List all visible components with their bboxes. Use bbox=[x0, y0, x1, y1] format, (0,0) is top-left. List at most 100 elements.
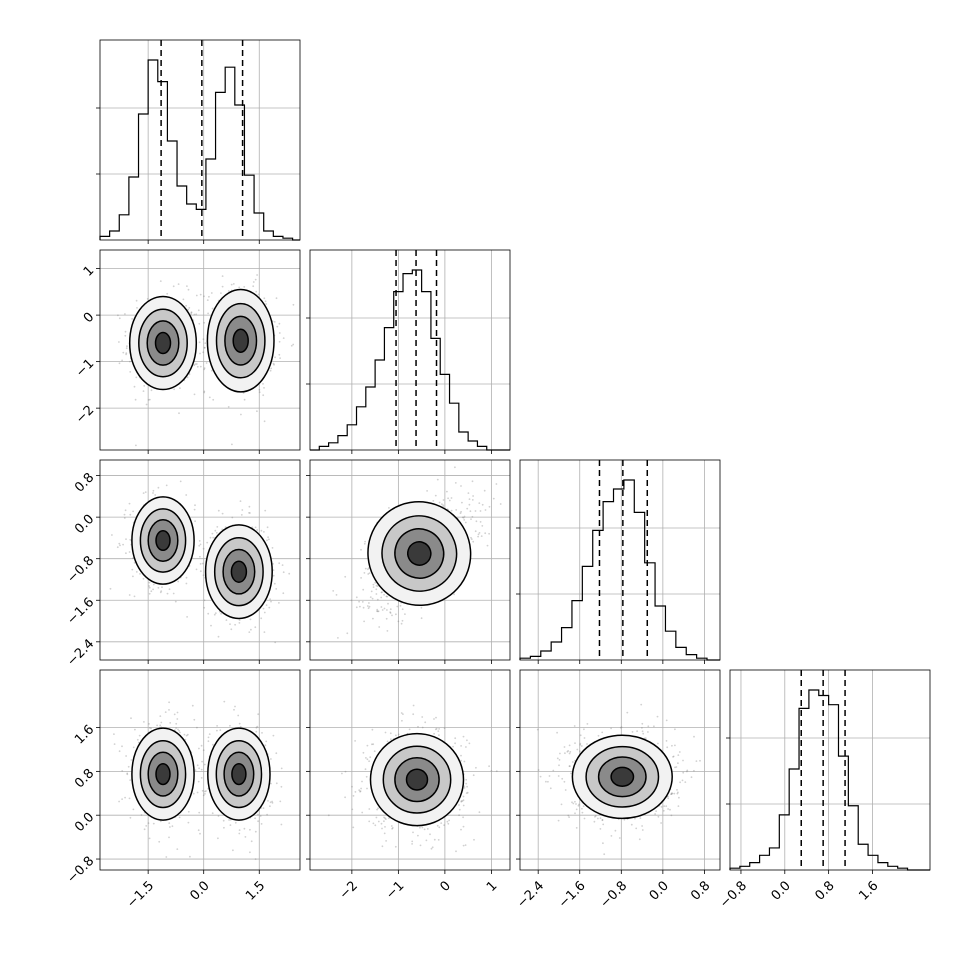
scatter-point bbox=[208, 295, 210, 298]
scatter-point bbox=[486, 544, 489, 547]
scatter-point bbox=[187, 288, 190, 291]
scatter-point bbox=[269, 598, 271, 600]
scatter-point bbox=[203, 599, 206, 602]
scatter-point bbox=[197, 309, 200, 312]
scatter-point bbox=[599, 828, 602, 830]
scatter-point bbox=[464, 521, 467, 524]
contour-line bbox=[230, 560, 248, 583]
scatter-point bbox=[460, 485, 462, 487]
scatter-point bbox=[125, 538, 127, 540]
scatter-point bbox=[383, 607, 386, 610]
scatter-point bbox=[539, 775, 542, 778]
histogram-panel-0 bbox=[96, 39, 301, 241]
scatter-point bbox=[248, 505, 251, 508]
scatter-point bbox=[273, 582, 276, 585]
contour-line bbox=[232, 328, 249, 353]
scatter-point bbox=[450, 509, 453, 512]
scatter-point bbox=[244, 836, 247, 838]
scatter-point bbox=[148, 592, 151, 595]
scatter-point bbox=[129, 513, 132, 516]
scatter-point bbox=[256, 529, 259, 531]
scatter-point bbox=[495, 483, 498, 485]
scatter-point bbox=[466, 739, 468, 742]
scatter-point bbox=[438, 728, 440, 730]
pair-panel-0-1 bbox=[91, 249, 301, 451]
scatter-point bbox=[221, 512, 224, 515]
scatter-point bbox=[168, 822, 171, 824]
scatter-point bbox=[665, 719, 668, 722]
scatter-point bbox=[169, 826, 171, 828]
scatter-point bbox=[391, 827, 394, 829]
scatter-point bbox=[593, 820, 596, 823]
scatter-point bbox=[376, 585, 379, 587]
scatter-point bbox=[152, 583, 155, 586]
scatter-point bbox=[426, 828, 429, 830]
scatter-point bbox=[207, 312, 210, 315]
scatter-point bbox=[461, 800, 464, 802]
scatter-point bbox=[132, 557, 134, 560]
scatter-point bbox=[262, 807, 265, 809]
scatter-point bbox=[404, 613, 406, 615]
scatter-point bbox=[676, 789, 678, 791]
scatter-point bbox=[386, 630, 389, 632]
scatter-point bbox=[380, 591, 383, 594]
density-level bbox=[156, 530, 170, 551]
contour-line bbox=[215, 739, 263, 809]
pair-panel-0-2 bbox=[99, 459, 301, 661]
scatter-point bbox=[686, 770, 688, 773]
scatter-point bbox=[363, 542, 366, 545]
panel-content bbox=[310, 670, 510, 870]
scatter-point bbox=[677, 754, 680, 756]
scatter-point bbox=[368, 605, 371, 608]
scatter-point bbox=[676, 792, 679, 795]
scatter-point bbox=[144, 491, 147, 493]
scatter-point bbox=[438, 501, 441, 504]
scatter-point bbox=[368, 760, 370, 763]
scatter-point bbox=[411, 840, 414, 843]
scatter-point bbox=[462, 804, 465, 807]
panel-content bbox=[91, 250, 300, 450]
scatter-point bbox=[194, 363, 197, 365]
scatter-point bbox=[433, 732, 435, 735]
scatter-point bbox=[123, 513, 126, 516]
scatter-point bbox=[361, 780, 363, 783]
scatter-point bbox=[152, 492, 154, 494]
scatter-point bbox=[125, 755, 127, 757]
scatter-point bbox=[372, 822, 375, 825]
scatter-point bbox=[389, 611, 392, 614]
scatter-point bbox=[165, 856, 168, 858]
scatter-point bbox=[447, 822, 450, 825]
scatter-point bbox=[401, 608, 404, 611]
panel-content bbox=[520, 670, 720, 870]
scatter-point bbox=[221, 275, 224, 277]
scatter-point bbox=[159, 591, 162, 594]
scatter-point bbox=[375, 593, 378, 595]
scatter-point bbox=[129, 371, 132, 373]
scatter-point bbox=[183, 733, 186, 736]
scatter-point bbox=[238, 832, 241, 835]
contour-line bbox=[382, 745, 452, 814]
scatter-point bbox=[198, 341, 201, 344]
scatter-point bbox=[271, 800, 273, 803]
scatter-point bbox=[463, 787, 466, 789]
scatter-point bbox=[184, 738, 187, 741]
scatter-point bbox=[129, 360, 131, 363]
scatter-point bbox=[564, 752, 566, 755]
scatter-point bbox=[208, 733, 211, 735]
scatter-point bbox=[148, 581, 151, 584]
scatter-point bbox=[411, 843, 413, 845]
scatter-point bbox=[250, 628, 252, 631]
scatter-point bbox=[470, 538, 473, 541]
scatter-point bbox=[618, 837, 621, 839]
scatter-point bbox=[142, 390, 145, 392]
scatter-point bbox=[580, 745, 583, 747]
scatter-point bbox=[264, 300, 267, 303]
scatter-point bbox=[133, 561, 136, 564]
scatter-point bbox=[261, 732, 263, 734]
scatter-point bbox=[176, 848, 179, 850]
scatter-point bbox=[91, 331, 93, 333]
scatter-point bbox=[460, 759, 462, 762]
scatter-point bbox=[258, 388, 261, 391]
scatter-point bbox=[670, 814, 673, 817]
scatter-point bbox=[208, 396, 211, 399]
